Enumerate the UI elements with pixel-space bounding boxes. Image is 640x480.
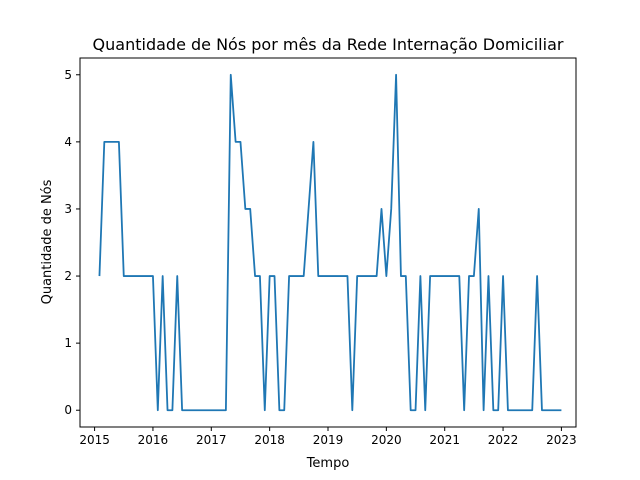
y-axis-ticks: 0 1 2 3 4 5 <box>64 68 80 417</box>
x-tick-label: 2016 <box>138 433 169 447</box>
chart-title: Quantidade de Nós por mês da Rede Intern… <box>93 35 564 54</box>
x-tick-label: 2015 <box>79 433 110 447</box>
y-tick-label: 4 <box>64 135 72 149</box>
x-tick-label: 2022 <box>488 433 519 447</box>
y-axis-label: Quantidade de Nós <box>40 179 55 304</box>
x-axis-label: Tempo <box>306 456 350 471</box>
y-tick-label: 3 <box>64 202 72 216</box>
y-tick-label: 1 <box>64 336 72 350</box>
x-tick-label: 2020 <box>371 433 402 447</box>
y-tick-label: 5 <box>64 68 72 82</box>
y-tick-label: 0 <box>64 403 72 417</box>
x-tick-label: 2017 <box>196 433 227 447</box>
x-tick-label: 2021 <box>429 433 460 447</box>
x-tick-label: 2023 <box>546 433 577 447</box>
y-tick-label: 2 <box>64 269 72 283</box>
x-tick-label: 2019 <box>313 433 344 447</box>
series-lines <box>98 73 562 412</box>
x-tick-label: 2018 <box>254 433 285 447</box>
x-axis-ticks: 2015 2016 2017 2018 2019 2020 2021 2022 2023 <box>79 427 577 447</box>
series-line <box>98 73 562 412</box>
plot-frame <box>79 57 577 428</box>
plot-area: 2015 2016 2017 2018 2019 2020 2021 2022 2023 0 1 2… <box>64 57 577 447</box>
